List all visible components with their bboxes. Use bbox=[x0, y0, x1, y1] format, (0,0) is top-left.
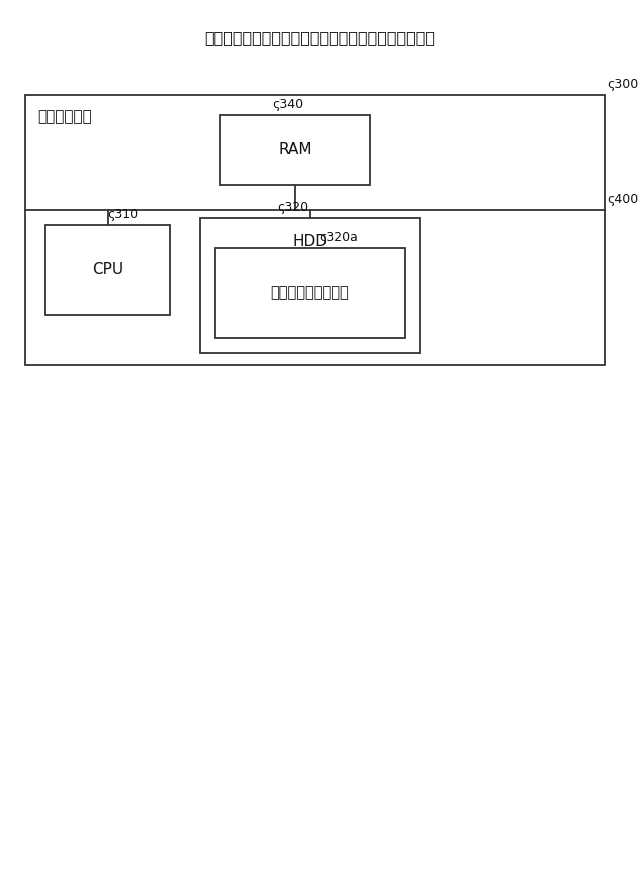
Text: ς320a: ς320a bbox=[319, 231, 358, 244]
Bar bbox=[25, 95, 605, 365]
Text: ς400: ς400 bbox=[607, 193, 638, 206]
Text: RAM: RAM bbox=[278, 142, 312, 157]
Text: ς300: ς300 bbox=[607, 78, 638, 91]
Text: HDD: HDD bbox=[292, 234, 328, 249]
Text: コンピュータ: コンピュータ bbox=[37, 109, 92, 124]
Text: 作業支援プログラムを実行するコンピュータを示す図: 作業支援プログラムを実行するコンピュータを示す図 bbox=[205, 31, 435, 45]
Text: CPU: CPU bbox=[92, 263, 123, 278]
Bar bbox=[220, 115, 370, 185]
Text: ς340: ς340 bbox=[273, 98, 303, 111]
Bar bbox=[200, 218, 420, 353]
Text: 作業支援プログラム: 作業支援プログラム bbox=[271, 286, 349, 301]
Text: ς310: ς310 bbox=[108, 208, 139, 221]
Bar bbox=[45, 225, 170, 315]
Text: ς320: ς320 bbox=[277, 201, 308, 214]
Bar bbox=[215, 248, 405, 338]
